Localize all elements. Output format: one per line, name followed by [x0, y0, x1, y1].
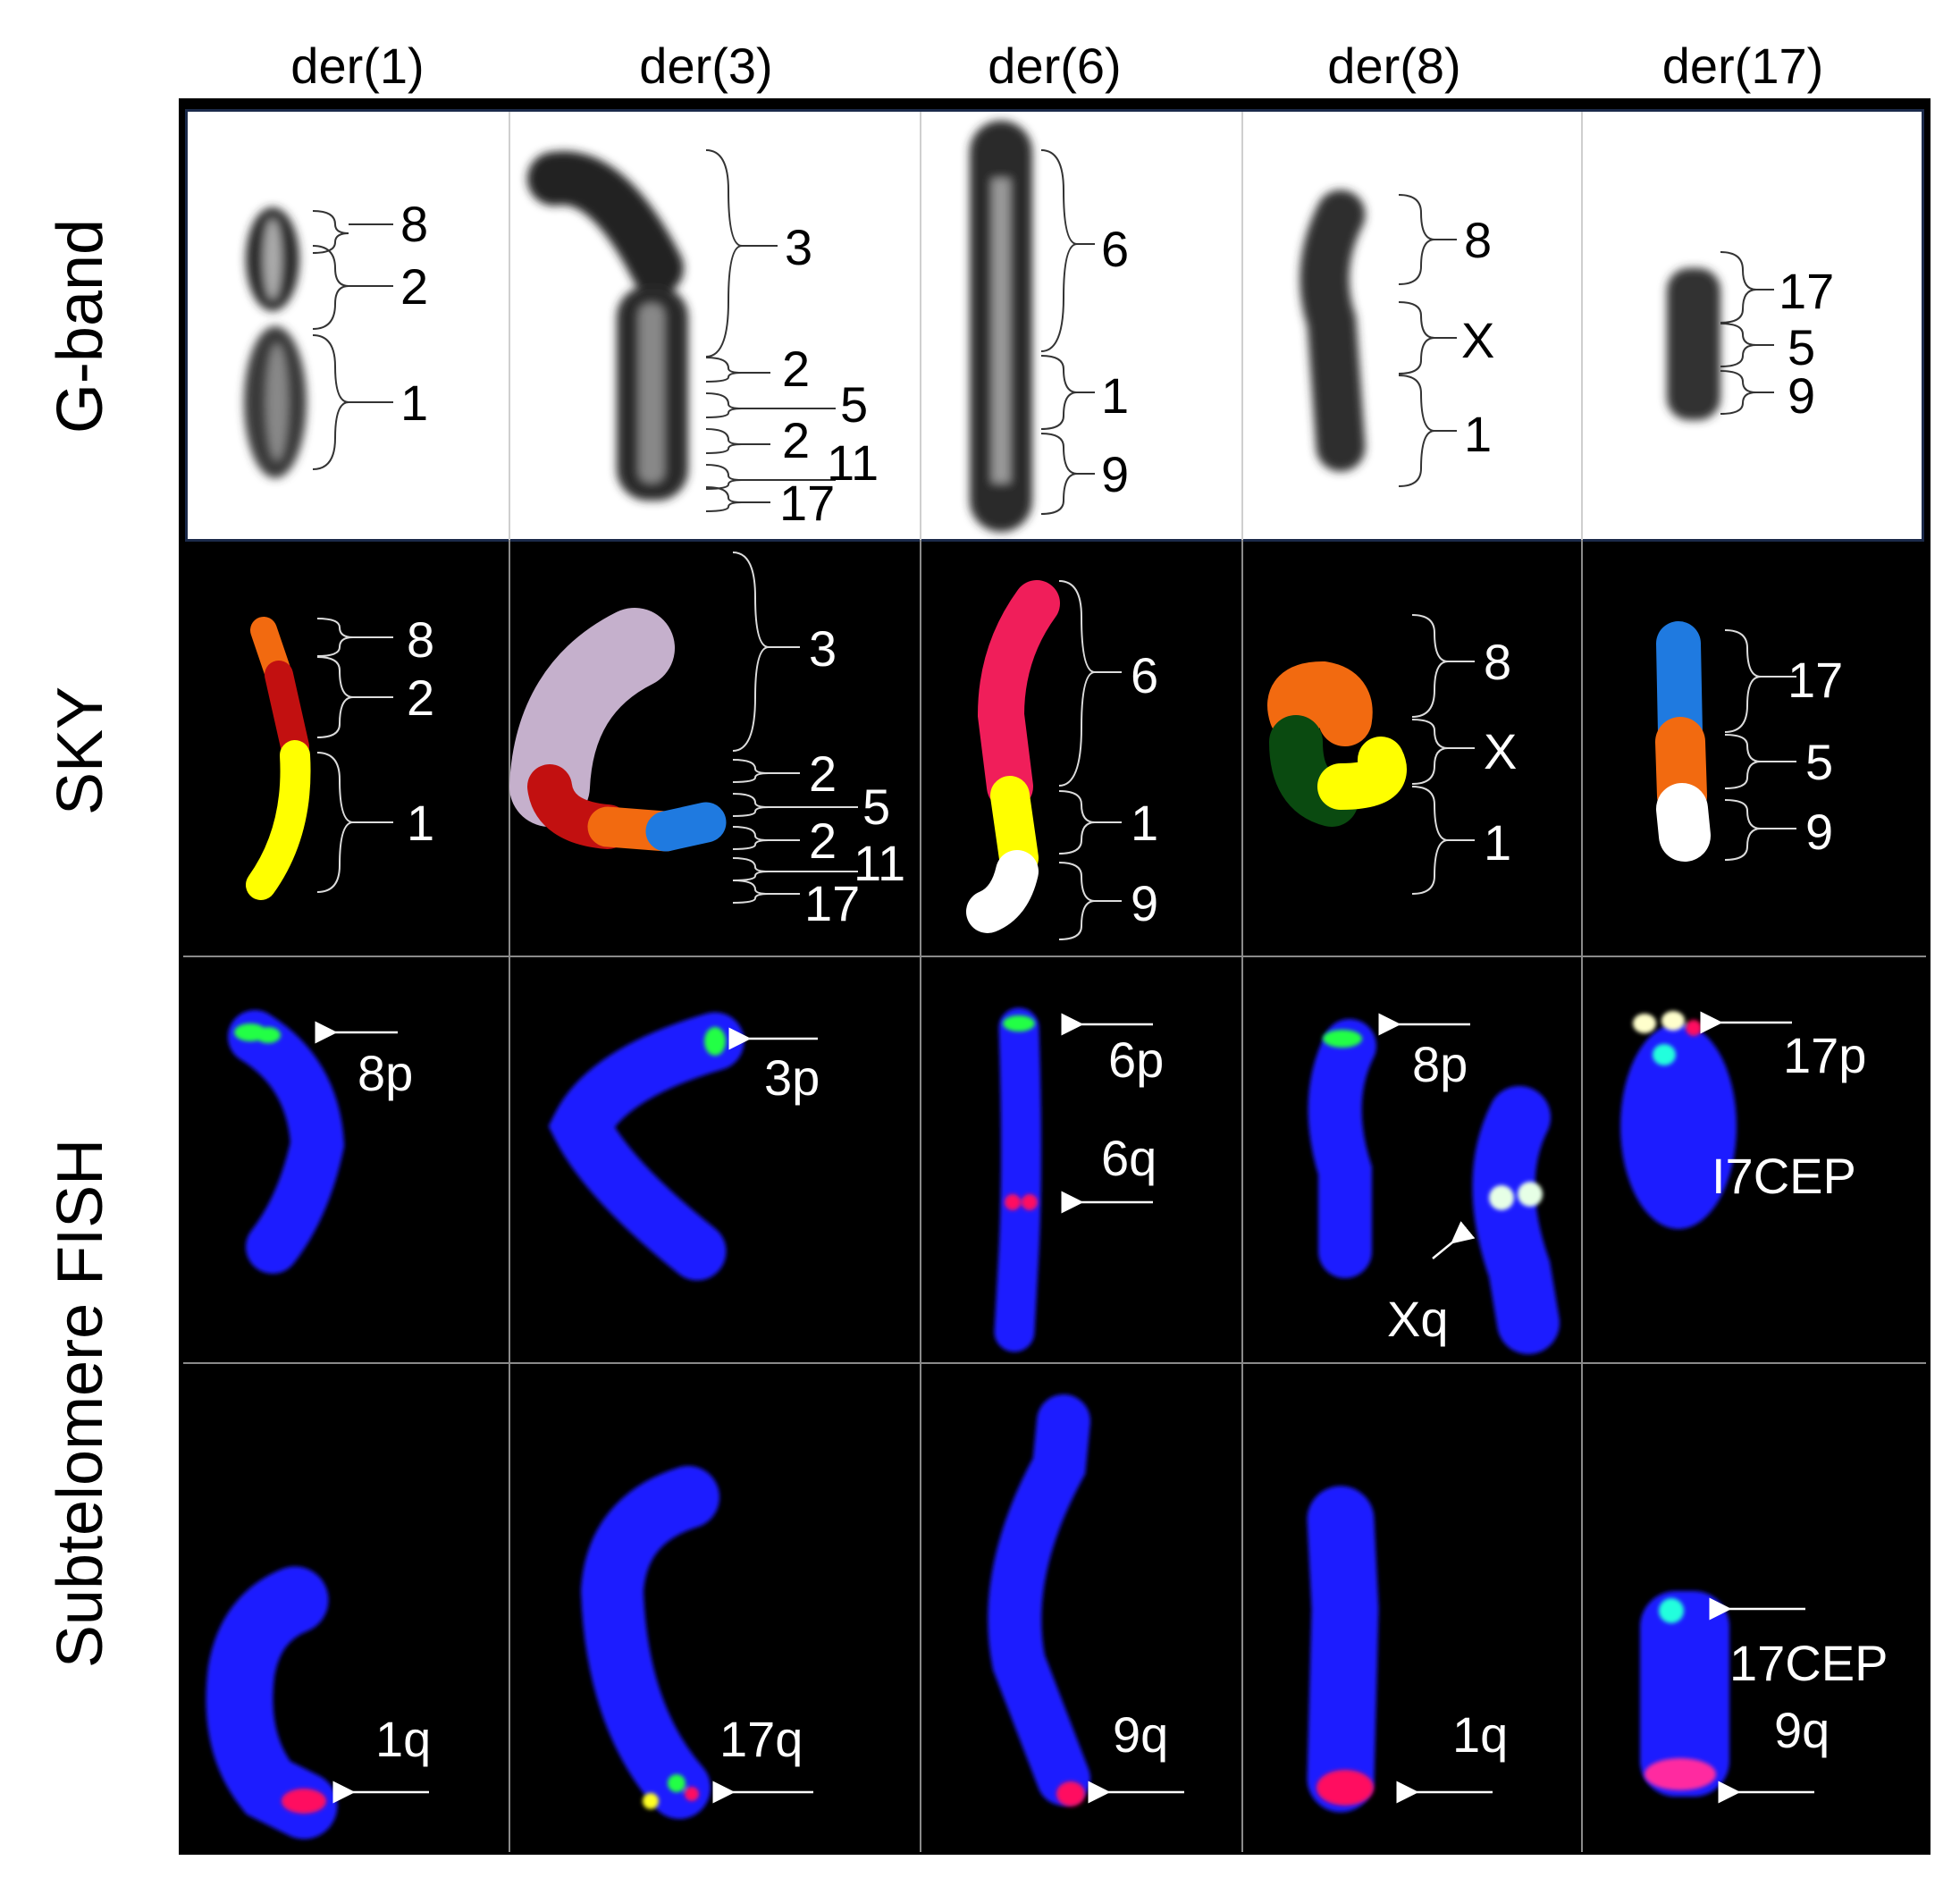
fish-der1-label-8p: 8p	[358, 1045, 413, 1101]
gband-chromosomes	[244, 121, 1720, 532]
gband-der3-label-3: 3	[785, 219, 812, 275]
fish-bottom-chromosomes	[206, 1394, 1729, 1840]
gband-der3-label-2a: 2	[782, 341, 810, 397]
sky-der8-label-x: X	[1484, 723, 1517, 779]
fish-der3-label-17q: 17q	[719, 1711, 803, 1767]
fish-der6-label-6p: 6p	[1108, 1031, 1164, 1088]
fish-der17-label-17p: 17p	[1783, 1027, 1866, 1083]
sky-der1-label-1: 1	[407, 795, 434, 851]
sky-der1-label-2: 2	[407, 669, 434, 726]
sky-der3-label-3: 3	[809, 620, 837, 677]
grid-lines	[183, 112, 1926, 1852]
sky-der3-label-5: 5	[862, 779, 890, 835]
gband-der17-label-5: 5	[1788, 319, 1815, 375]
gband-der6-label-1: 1	[1101, 367, 1129, 424]
sky-der6-label-9: 9	[1131, 875, 1158, 931]
fish-der8-label-1q: 1q	[1452, 1706, 1508, 1763]
gband-brackets	[312, 149, 1757, 515]
gband-der1-label-2: 2	[400, 258, 428, 315]
fish-bottom-probes	[282, 1598, 1716, 1814]
gband-der6-label-6: 6	[1101, 221, 1129, 277]
gband-der8-label-8: 8	[1464, 212, 1492, 268]
fish-top-probes	[234, 1011, 1702, 1210]
gband-der3-label-11: 11	[827, 434, 879, 491]
sky-der8-label-8: 8	[1484, 634, 1511, 690]
fish-der8-label-8p: 8p	[1412, 1036, 1468, 1092]
fish-bottom-arrows	[332, 1597, 1814, 1804]
gband-der1-label-8: 8	[400, 196, 428, 252]
column-header-der17: der(17)	[1661, 37, 1824, 94]
fish-der1-label-1q: 1q	[375, 1711, 431, 1767]
sky-der6-label-1: 1	[1131, 795, 1158, 851]
sky-der8-label-1: 1	[1484, 814, 1511, 871]
sky-der17-label-5: 5	[1805, 734, 1833, 790]
fish-top-arrows	[315, 1011, 1792, 1259]
sky-der3-label-2a: 2	[809, 745, 837, 802]
sky-der3-label-17: 17	[804, 875, 860, 931]
fish-der6-label-9q: 9q	[1113, 1706, 1168, 1763]
sky-chromosomes	[246, 580, 1711, 933]
gband-der3-label-2b: 2	[782, 412, 810, 468]
gband-der3-label-5: 5	[840, 376, 868, 433]
sky-der17-label-9: 9	[1805, 804, 1833, 860]
fish-der3-label-3p: 3p	[764, 1049, 820, 1106]
fish-der17-label-17cep: 17CEP	[1729, 1635, 1888, 1691]
gband-der17-label-9: 9	[1788, 367, 1815, 424]
gband-der6-label-9: 9	[1101, 446, 1129, 502]
gband-der8-label-1: 1	[1464, 406, 1492, 462]
sky-der3-label-11: 11	[854, 835, 905, 891]
gband-panel	[185, 109, 1924, 542]
fish-der17-label-9q: 9q	[1774, 1702, 1830, 1758]
fish-top-chromosomes	[228, 1007, 1737, 1354]
gband-der1-label-1: 1	[400, 375, 428, 431]
gband-der17-label-17: 17	[1779, 263, 1834, 319]
sky-der17-label-17: 17	[1788, 652, 1843, 708]
column-header-der1: der(1)	[290, 37, 425, 94]
sky-der6-label-6: 6	[1131, 647, 1158, 703]
column-header-der6: der(6)	[988, 37, 1122, 94]
gband-der8-label-x: X	[1461, 312, 1494, 368]
fish-der17-label-cep: I7CEP	[1712, 1148, 1856, 1204]
column-header-der8: der(8)	[1327, 37, 1461, 94]
fish-der6-label-6q: 6q	[1101, 1130, 1157, 1186]
fish-der8-label-xq: Xq	[1387, 1291, 1449, 1347]
sky-der3-label-2b: 2	[809, 812, 837, 869]
column-header-der3: der(3)	[639, 37, 773, 94]
sky-der1-label-8: 8	[407, 611, 434, 668]
gband-der3-label-17: 17	[779, 475, 835, 531]
